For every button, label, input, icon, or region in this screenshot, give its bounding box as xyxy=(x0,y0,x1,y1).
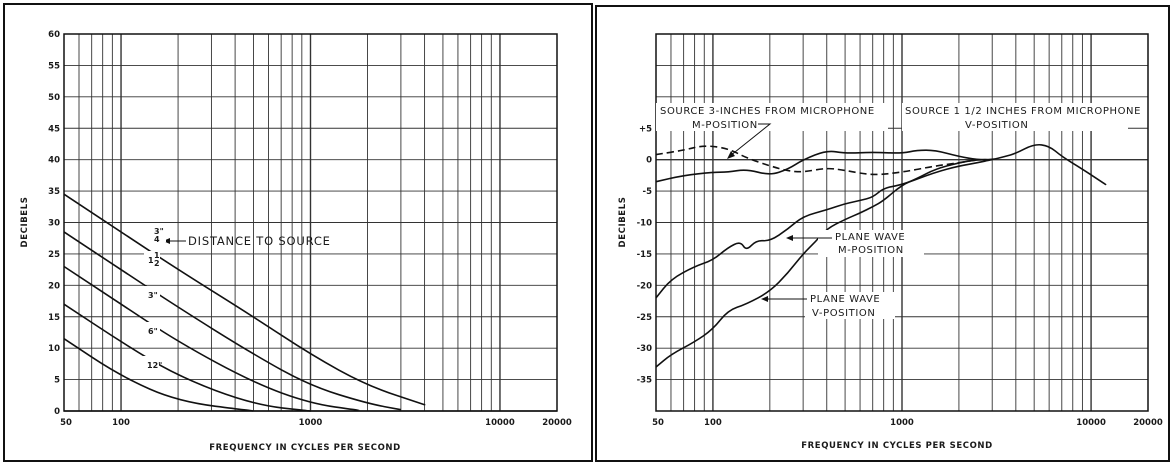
left-chart-grid xyxy=(63,33,558,412)
right-chart-ylabel: DECIBELS xyxy=(618,197,628,248)
annotation-arrowhead xyxy=(786,235,793,241)
y-tick-label: -25 xyxy=(637,313,652,323)
x-tick-label: 100 xyxy=(704,418,722,428)
curve-label-numerator: 1 xyxy=(154,251,160,260)
left-chart-ylabel: DECIBELS xyxy=(20,197,30,248)
left-panel-frame xyxy=(3,3,593,462)
right-chart-curves xyxy=(655,143,1107,368)
y-tick-label: 30 xyxy=(48,219,60,229)
y-tick-label: 25 xyxy=(48,250,60,260)
annotation-line-1: PLANE WAVE xyxy=(810,294,880,305)
annotation-line-1: SOURCE 1 1/2 INCHES FROM MICROPHONE xyxy=(905,106,1141,117)
x-tick-label: 100 xyxy=(112,418,130,428)
curve-label-bg xyxy=(150,226,166,242)
x-tick-label: 1000 xyxy=(890,418,914,428)
x-tick-label: 1000 xyxy=(299,418,323,428)
y-tick-label: -10 xyxy=(637,219,652,229)
right-chart-grid xyxy=(655,33,1149,412)
curve-r-3 xyxy=(655,158,993,368)
left-chart-x-ticks: 50 100 1000 10000 20000 xyxy=(60,418,572,428)
y-tick-label: 55 xyxy=(48,61,60,71)
x-tick-label: 20000 xyxy=(1133,418,1163,428)
y-tick-label: 0 xyxy=(646,156,652,166)
right-chart-x-ticks: 50 100 1000 10000 20000 xyxy=(652,418,1163,428)
annotation-plane-wave-m: PLANE WAVE M-POSITION xyxy=(786,230,924,257)
y-tick-label: 0 xyxy=(54,407,60,417)
curve-l-0 xyxy=(63,193,426,406)
curve-label-bg xyxy=(143,356,159,372)
y-tick-label: 60 xyxy=(48,30,60,40)
curve-label-bg xyxy=(144,251,160,267)
x-tick-label: 10000 xyxy=(1076,418,1106,428)
left-chart-y-ticks: 0 5 10 15 20 25 30 35 40 45 50 55 60 xyxy=(48,30,60,417)
y-tick-label: 5 xyxy=(54,376,60,386)
y-tick-label: -15 xyxy=(637,250,652,260)
annotation-line-1: PLANE WAVE xyxy=(835,232,905,243)
left-chart-curves xyxy=(63,193,426,412)
curve-label-whole: 1 xyxy=(148,256,154,265)
x-tick-label: 50 xyxy=(652,418,664,428)
y-tick-label: 35 xyxy=(48,187,60,197)
curve-label: 3" xyxy=(148,291,158,300)
annotation-line-2: V-POSITION xyxy=(965,120,1028,131)
curve-label-numerator: 3" xyxy=(154,227,164,236)
y-tick-label: -35 xyxy=(637,376,652,386)
y-tick-label: 10 xyxy=(48,344,60,354)
annotation-line-1: SOURCE 3-INCHES FROM MICROPHONE xyxy=(660,106,875,117)
y-tick-label: 45 xyxy=(48,124,60,134)
x-tick-label: 50 xyxy=(60,418,72,428)
annotation-arrowhead xyxy=(727,151,735,159)
y-tick-label: 15 xyxy=(48,313,60,323)
curve-label: 6" xyxy=(148,327,158,336)
curve-label-bg xyxy=(144,286,160,302)
curve-l-1 xyxy=(63,231,402,411)
left-chart: 0 5 10 15 20 25 30 35 40 45 50 55 60 50 100 1000 10000 2… xyxy=(20,30,572,453)
curve-label-bg xyxy=(144,322,160,338)
curve-l-3 xyxy=(63,303,312,412)
annotation-bg xyxy=(656,103,888,131)
curve-l-2 xyxy=(63,265,360,412)
annotation-source-3in: SOURCE 3-INCHES FROM MICROPHONE M-POSITI… xyxy=(656,103,888,159)
right-chart: +5 0 -5 -10 -15 -20 -25 -30 -35 50 100 1000 10000 20… xyxy=(618,33,1163,451)
annotation-arrowhead xyxy=(761,296,768,302)
curve-r-1 xyxy=(655,143,1107,186)
y-tick-label: -5 xyxy=(643,187,653,197)
curve-label-denominator: 4 xyxy=(154,235,160,244)
left-annotation-arrowhead xyxy=(163,238,170,244)
curve-label-denominator: 2 xyxy=(154,259,160,268)
annotation-line-2: M-POSITION xyxy=(692,120,758,131)
curve-r-2 xyxy=(655,158,993,299)
curve-label: 12" xyxy=(147,361,162,370)
y-tick-label: -20 xyxy=(637,281,652,291)
y-tick-label: 20 xyxy=(48,281,60,291)
annotation-leader xyxy=(729,123,772,157)
annotation-line-2: M-POSITION xyxy=(838,245,904,256)
x-tick-label: 10000 xyxy=(485,418,515,428)
right-chart-xlabel: FREQUENCY IN CYCLES PER SECOND xyxy=(801,441,993,451)
y-tick-label: 50 xyxy=(48,93,60,103)
left-annotation-text: DISTANCE TO SOURCE xyxy=(188,234,331,248)
y-tick-label: -30 xyxy=(637,344,652,354)
right-chart-y-ticks: +5 0 -5 -10 -15 -20 -25 -30 -35 xyxy=(637,124,652,385)
curve-l-4 xyxy=(63,338,254,412)
x-tick-label: 20000 xyxy=(542,418,572,428)
annotation-line-2: V-POSITION xyxy=(812,308,875,319)
y-tick-label: 40 xyxy=(48,156,60,166)
y-tick-label: +5 xyxy=(639,124,652,134)
annotation-plane-wave-v: PLANE WAVE V-POSITION xyxy=(761,292,895,319)
left-chart-xlabel: FREQUENCY IN CYCLES PER SECOND xyxy=(209,443,401,453)
annotation-source-1-5in: SOURCE 1 1/2 INCHES FROM MICROPHONE V-PO… xyxy=(902,103,1141,131)
plot-border xyxy=(655,33,1149,412)
annotation-bg xyxy=(805,292,895,319)
annotation-bg xyxy=(902,103,1128,131)
annotation-bg xyxy=(818,230,924,257)
